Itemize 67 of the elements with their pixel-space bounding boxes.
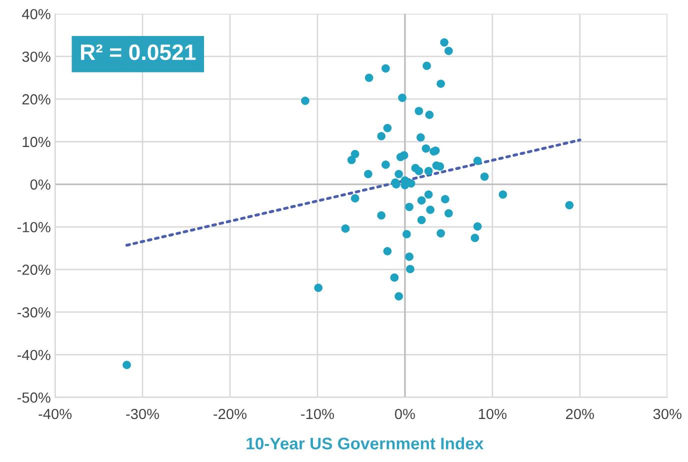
point	[377, 211, 386, 220]
point	[341, 224, 350, 233]
point	[377, 132, 386, 140]
x-tick-label: 10%	[478, 408, 506, 420]
point	[440, 38, 448, 47]
y-tick-label: 30%	[22, 52, 50, 62]
point	[417, 216, 426, 224]
x-tick-label: -40%	[38, 408, 72, 420]
point	[394, 292, 403, 301]
point	[364, 74, 374, 82]
point	[405, 252, 414, 261]
point	[398, 94, 406, 102]
point	[364, 170, 372, 178]
point	[406, 264, 414, 274]
y-tick-label: -20%	[17, 264, 50, 275]
y-tick-label: -30%	[17, 307, 50, 318]
point	[473, 222, 482, 231]
x-tick-label: -10%	[301, 408, 334, 420]
point	[347, 156, 356, 164]
point	[436, 80, 445, 88]
point	[414, 166, 424, 176]
x-tick-label: 20%	[566, 408, 594, 420]
y-tick-label: -10%	[17, 222, 50, 232]
point	[382, 160, 390, 169]
x-tick-label: -30%	[126, 408, 160, 420]
point	[425, 110, 434, 120]
point	[498, 190, 508, 199]
point	[417, 196, 426, 205]
x-axis-title: 10-Year US Government Index	[246, 437, 484, 450]
point	[422, 144, 430, 153]
point	[402, 230, 411, 238]
y-tick-label: 20%	[22, 94, 50, 104]
point	[314, 284, 323, 292]
y-tick-label: -50%	[17, 392, 50, 403]
y-tick-label: -40%	[17, 350, 50, 360]
point	[414, 106, 424, 116]
point	[350, 194, 360, 203]
point	[470, 234, 480, 242]
point	[444, 46, 453, 56]
y-tick-label: 0%	[30, 179, 50, 190]
point	[441, 195, 450, 204]
point	[480, 172, 489, 181]
x-tick-label: 30%	[653, 408, 682, 420]
point	[424, 190, 433, 199]
point	[122, 360, 131, 370]
point	[444, 209, 453, 218]
point	[436, 229, 445, 238]
x-tick-label: -20%	[214, 408, 246, 420]
y-tick-label: 40%	[22, 8, 50, 20]
point	[405, 202, 414, 212]
point	[565, 200, 574, 210]
point	[301, 96, 310, 105]
point	[383, 247, 392, 256]
y-tick-label: 10%	[22, 136, 50, 148]
point	[390, 273, 399, 282]
point	[396, 152, 405, 162]
point	[382, 64, 390, 73]
point	[426, 206, 434, 214]
point	[350, 150, 360, 158]
annotation: R² = 0.0521	[81, 44, 196, 60]
point	[473, 156, 482, 166]
point	[416, 133, 425, 142]
point	[422, 62, 431, 70]
x-tick-label: 0%	[394, 408, 415, 420]
point	[424, 166, 433, 176]
point	[383, 124, 392, 132]
point	[394, 170, 403, 178]
